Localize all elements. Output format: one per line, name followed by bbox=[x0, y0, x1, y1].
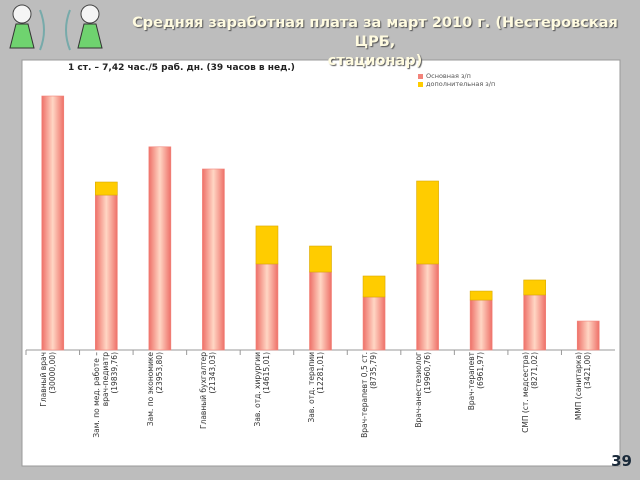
x-tick-label: Главный бухгалтер (21343,03) bbox=[199, 352, 218, 430]
page-number: 39 bbox=[611, 452, 632, 470]
bar-extra bbox=[362, 275, 386, 298]
x-tick-label: Врач-терапевт 0,5 ст. (8735,79) bbox=[360, 352, 379, 438]
bar-extra bbox=[523, 279, 546, 296]
bar-main bbox=[469, 299, 493, 351]
bar-main bbox=[95, 194, 118, 351]
x-tick-label: Врач-анестезиолог (19960,76) bbox=[413, 352, 432, 428]
bar-main bbox=[309, 271, 332, 351]
legend-swatch bbox=[418, 74, 423, 79]
chart-title: Средняя заработная плата за март 2010 г.… bbox=[132, 15, 618, 69]
legend-label: дополнительная з/п bbox=[426, 80, 496, 88]
bar-extra bbox=[416, 180, 439, 265]
bar-extra bbox=[309, 245, 332, 273]
bar-main bbox=[41, 95, 65, 351]
x-tick-label: Врач-терапевт (6961,97) bbox=[467, 352, 486, 411]
x-tick-label: Зам. по экономике (23953,80) bbox=[145, 352, 164, 427]
bar-main bbox=[255, 263, 279, 351]
x-tick-label: Зав. отд. терапии (12281,01) bbox=[306, 352, 325, 423]
x-tick-label: Зам. по мед. работе – врач-педиатр (1983… bbox=[92, 352, 120, 438]
bar-main bbox=[148, 146, 172, 351]
bar-main bbox=[523, 294, 546, 351]
subtitle: 1 ст. – 7,42 час./5 раб. дн. (39 часов в… bbox=[68, 63, 295, 73]
x-tick-label: Зав. отд. хирургии (14615,01) bbox=[252, 352, 271, 427]
bar-main bbox=[362, 296, 386, 351]
bar-extra bbox=[255, 225, 279, 265]
bar-main bbox=[416, 263, 439, 351]
legend-label: Основная з/п bbox=[426, 72, 471, 80]
bar-main bbox=[576, 320, 600, 351]
bar-extra bbox=[469, 290, 493, 301]
bar-extra bbox=[95, 181, 118, 196]
x-tick-label: ММП (санитарка) (3421,00) bbox=[574, 352, 593, 421]
bar-main bbox=[202, 168, 225, 351]
x-tick-label: Главный врач (30000,00) bbox=[38, 352, 57, 407]
x-tick-label: СМП (ст. медсестра) (8271,02) bbox=[520, 352, 539, 433]
legend-swatch bbox=[418, 82, 423, 87]
cartoon bbox=[9, 4, 103, 51]
